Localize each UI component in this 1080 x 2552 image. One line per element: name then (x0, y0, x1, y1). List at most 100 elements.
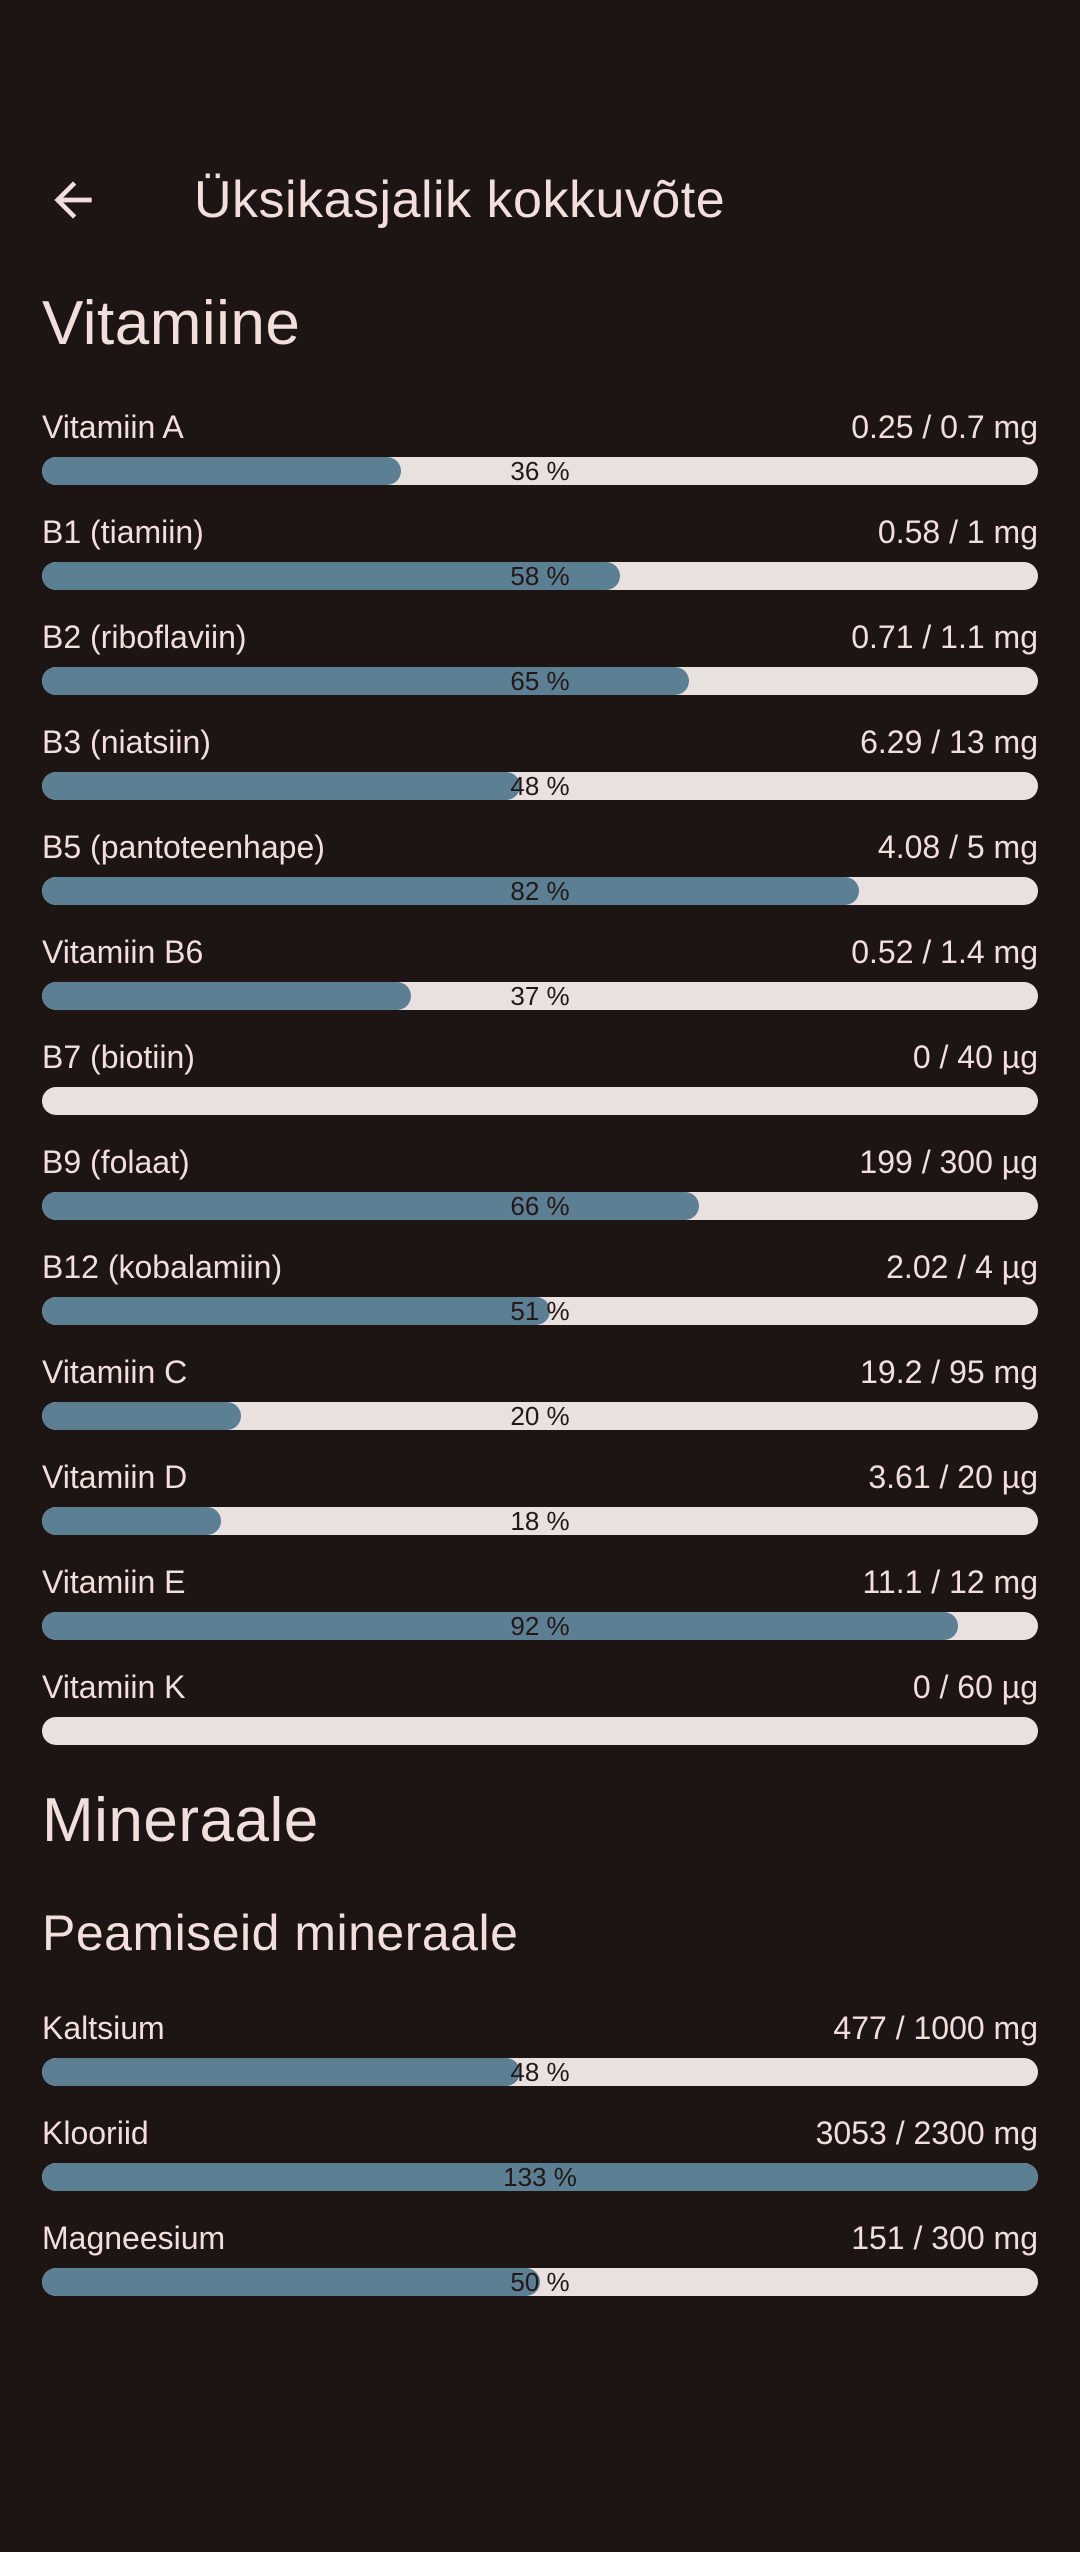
progress-fill (42, 1507, 222, 1535)
nutrient-value: 2.02 / 4 µg (886, 1249, 1038, 1285)
percent-label: 82 % (510, 877, 570, 905)
progress-fill (42, 2058, 521, 2086)
app-bar: Üksikasjalik kokkuvõte (0, 152, 1080, 248)
progress-fill (42, 772, 521, 800)
progress-bar: 133 % (42, 2163, 1038, 2191)
progress-bar: 20 % (42, 1402, 1038, 1430)
nutrient-row: B3 (niatsiin) 6.29 / 13 mg 48 % (42, 722, 1038, 800)
progress-bar: 50 % (42, 2268, 1038, 2296)
nutrient-value: 0.71 / 1.1 mg (851, 619, 1038, 655)
nutrient-row: B2 (riboflaviin) 0.71 / 1.1 mg 65 % (42, 617, 1038, 695)
percent-label: 50 % (510, 2268, 570, 2296)
nutrient-row-top: Vitamiin D 3.61 / 20 µg (42, 1457, 1038, 1497)
progress-fill (42, 562, 620, 590)
nutrient-row: Magneesium 151 / 300 mg 50 % (42, 2218, 1038, 2296)
percent-label: 48 % (510, 2058, 570, 2086)
progress-fill (42, 2163, 1038, 2191)
nutrient-label: B2 (riboflaviin) (42, 619, 247, 655)
progress-bar: 18 % (42, 1507, 1038, 1535)
nutrient-row-top: Kaltsium 477 / 1000 mg (42, 2008, 1038, 2048)
nutrient-value: 4.08 / 5 mg (877, 829, 1038, 865)
nutrient-row: B9 (folaat) 199 / 300 µg 66 % (42, 1142, 1038, 1220)
nutrient-value: 151 / 300 mg (851, 2220, 1038, 2256)
nutrient-row: Vitamiin D 3.61 / 20 µg 18 % (42, 1457, 1038, 1535)
scroll-content[interactable]: Vitamiine Vitamiin A 0.25 / 0.7 mg 36 % … (0, 288, 1080, 2296)
nutrient-label: B12 (kobalamiin) (42, 1249, 283, 1285)
nutrient-value: 477 / 1000 mg (833, 2010, 1038, 2046)
nutrient-row: Vitamiin A 0.25 / 0.7 mg 36 % (42, 407, 1038, 485)
nutrient-row: Kaltsium 477 / 1000 mg 48 % (42, 2008, 1038, 2086)
nutrient-row-top: B9 (folaat) 199 / 300 µg (42, 1142, 1038, 1182)
nutrient-value: 0.58 / 1 mg (877, 514, 1038, 550)
nutrient-row: Vitamiin B6 0.52 / 1.4 mg 37 % (42, 932, 1038, 1010)
progress-fill (42, 1192, 700, 1220)
nutrient-label: B7 (biotiin) (42, 1039, 195, 1075)
nutrient-label: Vitamiin B6 (42, 934, 204, 970)
section-heading: Vitamiine (42, 289, 301, 358)
percent-label: 66 % (510, 1192, 570, 1220)
nutrient-row-top: B2 (riboflaviin) 0.71 / 1.1 mg (42, 617, 1038, 657)
progress-fill (42, 1402, 242, 1430)
percent-label: 133 % (503, 2163, 577, 2191)
nutrient-value: 6.29 / 13 mg (860, 724, 1038, 760)
nutrient-row-top: B12 (kobalamiin) 2.02 / 4 µg (42, 1247, 1038, 1287)
percent-label: 36 % (510, 457, 570, 485)
nutrient-row-top: B7 (biotiin) 0 / 40 µg (42, 1037, 1038, 1077)
progress-fill (42, 877, 859, 905)
nutrient-label: B3 (niatsiin) (42, 724, 211, 760)
percent-label: 58 % (510, 562, 570, 590)
progress-fill (42, 1297, 550, 1325)
nutrient-label: Vitamiin C (42, 1354, 188, 1390)
nutrient-row-top: Magneesium 151 / 300 mg (42, 2218, 1038, 2258)
percent-label: 18 % (510, 1507, 570, 1535)
nutrient-row: Vitamiin E 11.1 / 12 mg 92 % (42, 1562, 1038, 1640)
percent-label: 51 % (510, 1297, 570, 1325)
progress-fill (42, 982, 411, 1010)
back-button[interactable] (30, 157, 116, 243)
nutrient-value: 3053 / 2300 mg (815, 2115, 1038, 2151)
progress-fill (42, 457, 401, 485)
detailed-summary-screen: Üksikasjalik kokkuvõte Vitamiine Vitamii… (0, 152, 1080, 2296)
nutrient-label: B9 (folaat) (42, 1144, 190, 1180)
nutrient-row: Klooriid 3053 / 2300 mg 133 % (42, 2113, 1038, 2191)
nutrient-row: B12 (kobalamiin) 2.02 / 4 µg 51 % (42, 1247, 1038, 1325)
nutrient-value: 11.1 / 12 mg (862, 1564, 1038, 1600)
progress-bar: 48 % (42, 2058, 1038, 2086)
nutrient-row-top: Vitamiin A 0.25 / 0.7 mg (42, 407, 1038, 447)
progress-bar (42, 1717, 1038, 1745)
back-arrow-icon (45, 172, 101, 228)
nutrient-value: 0 / 40 µg (912, 1039, 1038, 1075)
nutrient-row: Vitamiin K 0 / 60 µg (42, 1667, 1038, 1745)
progress-bar (42, 1087, 1038, 1115)
nutrient-row-top: Vitamiin C 19.2 / 95 mg (42, 1352, 1038, 1392)
nutrient-value: 19.2 / 95 mg (860, 1354, 1038, 1390)
percent-label: 65 % (510, 667, 570, 695)
progress-fill (42, 2268, 540, 2296)
nutrient-row-top: B5 (pantoteenhape) 4.08 / 5 mg (42, 827, 1038, 867)
progress-fill (42, 1612, 959, 1640)
page-title: Üksikasjalik kokkuvõte (194, 171, 726, 229)
nutrient-row-top: B1 (tiamiin) 0.58 / 1 mg (42, 512, 1038, 552)
nutrient-value: 199 / 300 µg (859, 1144, 1038, 1180)
nutrient-label: Magneesium (42, 2220, 226, 2256)
nutrient-label: Klooriid (42, 2115, 149, 2151)
nutrient-row: B1 (tiamiin) 0.58 / 1 mg 58 % (42, 512, 1038, 590)
percent-label: 37 % (510, 982, 570, 1010)
nutrient-label: B1 (tiamiin) (42, 514, 204, 550)
progress-bar: 48 % (42, 772, 1038, 800)
nutrient-value: 0.52 / 1.4 mg (851, 934, 1038, 970)
progress-bar: 65 % (42, 667, 1038, 695)
nutrient-label: Vitamiin E (42, 1564, 186, 1600)
progress-bar: 82 % (42, 877, 1038, 905)
nutrient-label: Vitamiin D (42, 1459, 188, 1495)
nutrient-label: Vitamiin K (42, 1669, 186, 1705)
nutrient-row-top: B3 (niatsiin) 6.29 / 13 mg (42, 722, 1038, 762)
section-subheading: Peamiseid mineraale (42, 1905, 519, 1961)
nutrient-row: B5 (pantoteenhape) 4.08 / 5 mg 82 % (42, 827, 1038, 905)
progress-bar: 92 % (42, 1612, 1038, 1640)
nutrient-value: 0.25 / 0.7 mg (851, 409, 1038, 445)
nutrient-row-top: Vitamiin B6 0.52 / 1.4 mg (42, 932, 1038, 972)
progress-bar: 37 % (42, 982, 1038, 1010)
nutrient-value: 0 / 60 µg (912, 1669, 1038, 1705)
nutrient-row: Vitamiin C 19.2 / 95 mg 20 % (42, 1352, 1038, 1430)
